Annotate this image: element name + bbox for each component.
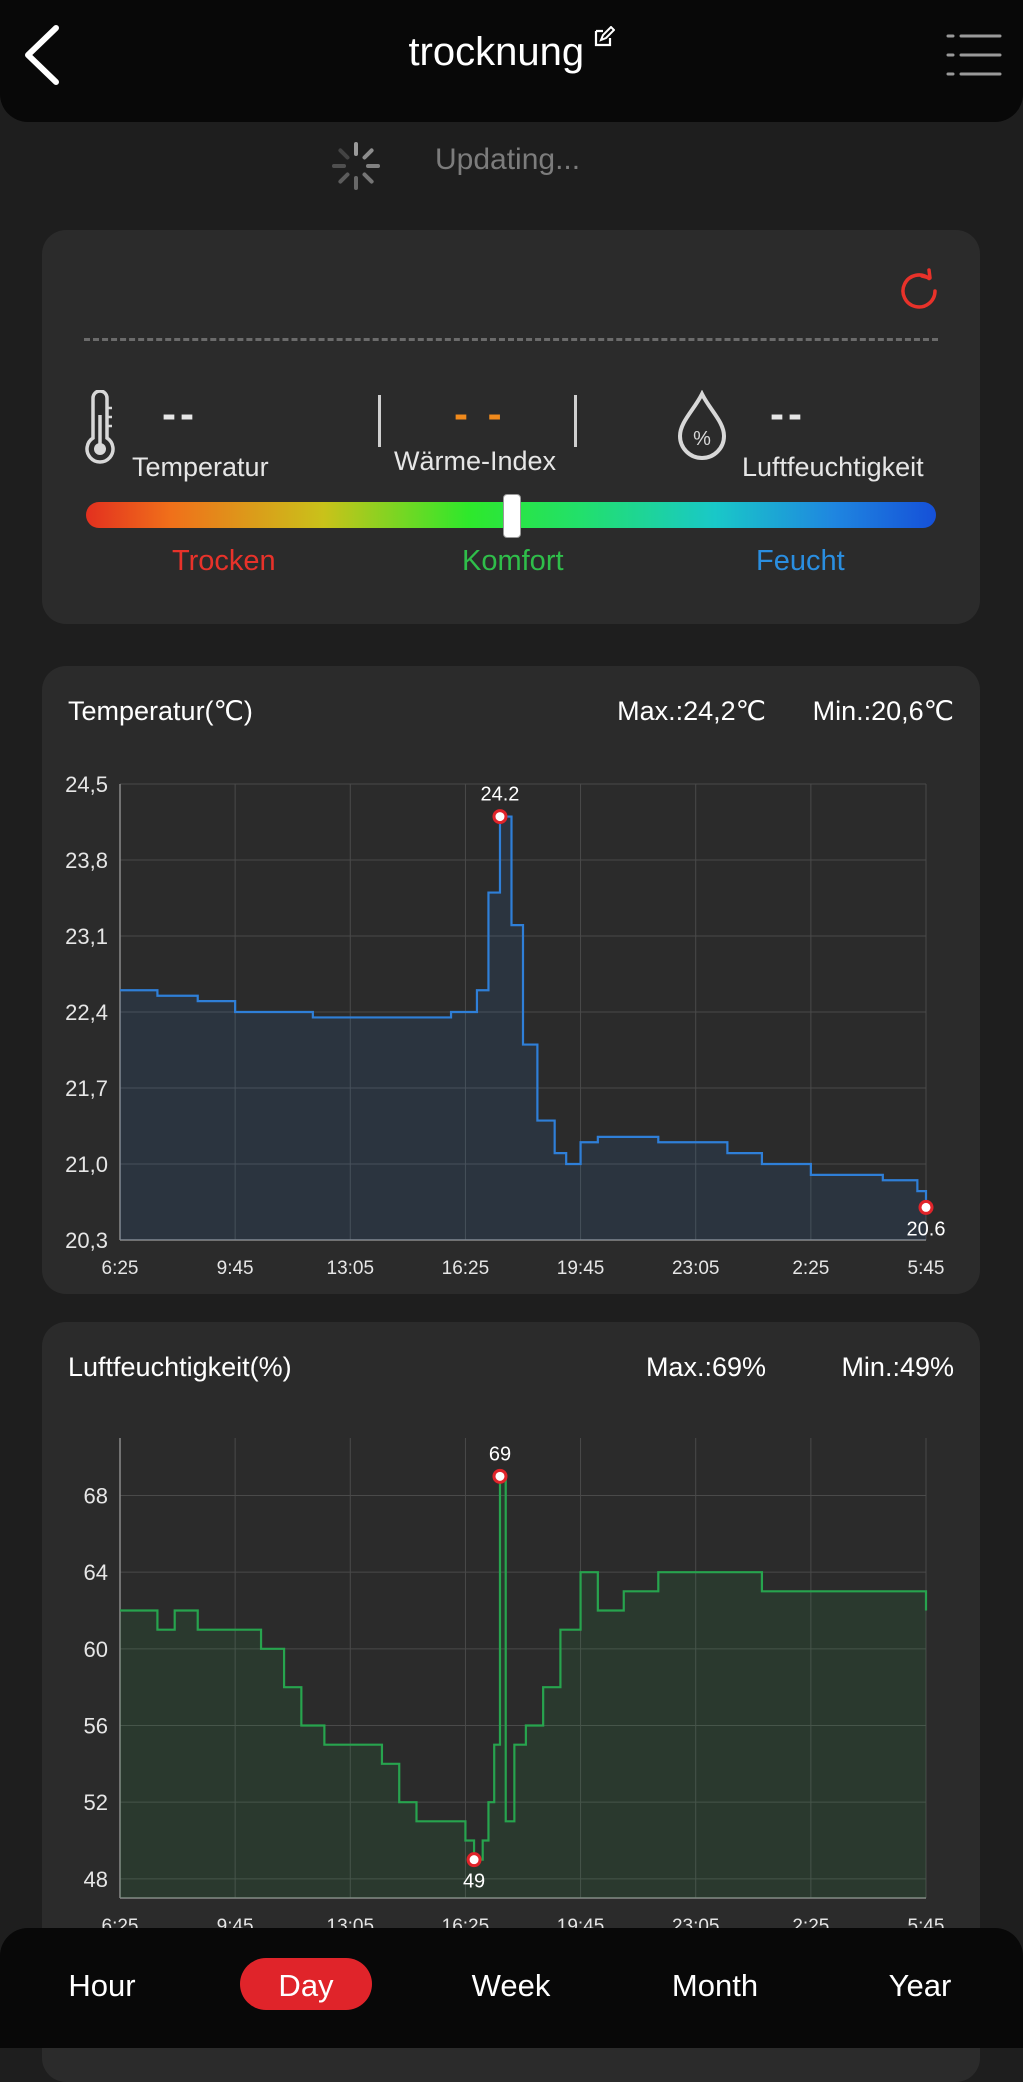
heat-index-label: Wärme-Index bbox=[394, 446, 557, 476]
tab-week[interactable]: Week bbox=[471, 1968, 551, 2003]
min-point-marker bbox=[466, 1852, 482, 1868]
x-tick-label: 13:05 bbox=[327, 1258, 375, 1279]
tab-day[interactable]: Day bbox=[278, 1968, 334, 2003]
scale-dry-label: Trocken bbox=[172, 545, 276, 577]
list-menu-icon bbox=[946, 34, 1002, 76]
x-tick-label: 16:25 bbox=[442, 1258, 490, 1279]
humidity-value: -- bbox=[770, 390, 806, 437]
back-button[interactable] bbox=[18, 20, 78, 90]
humidity-drop-icon: % bbox=[677, 390, 727, 460]
max-point-marker bbox=[492, 809, 508, 825]
divider-right bbox=[574, 395, 577, 447]
y-tick-label: 48 bbox=[84, 1867, 108, 1892]
series-line bbox=[120, 1475, 928, 1861]
thermometer-icon bbox=[85, 390, 115, 464]
y-tick-label: 22,4 bbox=[65, 1000, 108, 1025]
edit-icon[interactable] bbox=[593, 26, 615, 48]
refresh-button[interactable] bbox=[896, 268, 942, 314]
loading-spinner-icon bbox=[332, 142, 380, 190]
series-area bbox=[120, 1476, 926, 1898]
x-tick-label: 2:25 bbox=[792, 1258, 829, 1279]
y-tick-label: 52 bbox=[84, 1790, 108, 1815]
temperature-chart-title: Temperatur(℃) bbox=[68, 696, 253, 726]
menu-button[interactable] bbox=[945, 30, 1003, 80]
temperature-value: -- bbox=[162, 390, 198, 437]
min-point-label: 49 bbox=[463, 1871, 485, 1893]
divider-left bbox=[378, 395, 381, 447]
temperature-min: Min.:20,6℃ bbox=[812, 696, 954, 726]
y-tick-label: 21,7 bbox=[65, 1076, 108, 1101]
refresh-icon bbox=[901, 268, 937, 309]
humidity-icon-symbol: % bbox=[693, 428, 711, 450]
humidity-chart-title: Luftfeuchtigkeit(%) bbox=[68, 1352, 292, 1382]
active-tab-highlight bbox=[240, 1958, 372, 2010]
x-tick-label: 23:05 bbox=[672, 1258, 720, 1279]
tab-hour[interactable]: Hour bbox=[68, 1968, 136, 2003]
y-tick-label: 68 bbox=[84, 1484, 108, 1509]
x-tick-label: 9:45 bbox=[217, 1258, 254, 1279]
scale-comfort-label: Komfort bbox=[462, 545, 564, 577]
device-title[interactable]: trocknung bbox=[408, 30, 585, 74]
temperature-line-chart[interactable]: 6:25 9:45 13:05 16:25 19:45 23:05 2:25 5:45 24,5… bbox=[42, 666, 980, 1294]
max-point-marker bbox=[492, 1468, 508, 1484]
y-tick-label: 64 bbox=[84, 1560, 108, 1585]
x-tick-label: 6:25 bbox=[102, 1258, 139, 1279]
max-point-label: 69 bbox=[489, 1443, 511, 1465]
y-tick-label: 21,0 bbox=[65, 1152, 108, 1177]
series-line bbox=[120, 815, 928, 1208]
y-tick-label: 56 bbox=[84, 1714, 108, 1739]
comfort-card: -- Temperatur - - Wärme-Index % -- Luftf… bbox=[42, 230, 980, 624]
heat-index-value: - - bbox=[454, 390, 506, 437]
y-tick-label: 24,5 bbox=[65, 772, 108, 797]
y-tick-label: 20,3 bbox=[65, 1228, 108, 1253]
temperature-label: Temperatur bbox=[132, 452, 269, 482]
humidity-max: Max.:69% bbox=[645, 1352, 766, 1382]
tab-month[interactable]: Month bbox=[671, 1968, 759, 2003]
humidity-line-chart[interactable]: 6:25 9:45 13:05 16:25 19:45 23:05 2:25 5:456864… bbox=[42, 1322, 980, 1932]
title-wrap: trocknung bbox=[0, 26, 1023, 75]
y-tick-label: 23,8 bbox=[65, 848, 108, 873]
x-tick-label: 19:45 bbox=[557, 1258, 605, 1279]
comfort-slider-handle bbox=[503, 494, 521, 538]
y-tick-label: 23,1 bbox=[65, 924, 108, 949]
y-tick-label: 60 bbox=[84, 1637, 108, 1662]
max-point-label: 24.2 bbox=[481, 784, 520, 806]
temperature-max: Max.:24,2℃ bbox=[617, 696, 766, 726]
min-point-label: 20.6 bbox=[907, 1218, 946, 1240]
updating-text: Updating... bbox=[435, 143, 581, 176]
x-tick-label: 5:45 bbox=[908, 1258, 945, 1279]
temperature-chart-card: Temperatur(℃) Max.:24,2℃ Min.:20,6℃ 6:25… bbox=[42, 666, 980, 1294]
humidity-min: Min.:49% bbox=[841, 1352, 954, 1382]
scale-wet-label: Feucht bbox=[756, 545, 845, 577]
period-tab-bar: Hour Day Week Month Year bbox=[0, 1928, 1023, 2048]
app-header: trocknung bbox=[0, 0, 1023, 122]
tab-year[interactable]: Year bbox=[888, 1968, 952, 2003]
min-point-marker bbox=[918, 1199, 934, 1215]
divider bbox=[84, 338, 938, 341]
humidity-label: Luftfeuchtigkeit bbox=[742, 452, 924, 482]
chevron-left-icon bbox=[25, 25, 59, 85]
